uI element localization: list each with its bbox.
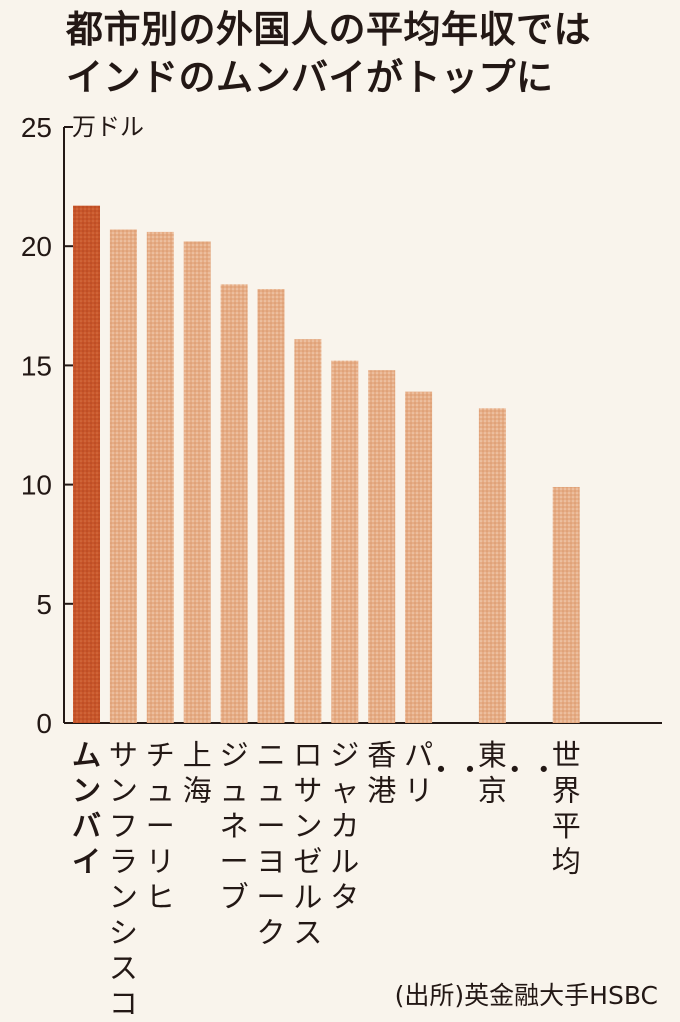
bar-8	[368, 370, 396, 723]
chart-title-line-1: 都市別の外国人の平均年収では	[66, 8, 591, 51]
category-label-3: 上海	[183, 738, 212, 808]
bar-5	[257, 289, 285, 723]
bar-6	[294, 339, 322, 723]
bar-9	[405, 391, 433, 723]
category-label-12: ・・	[500, 753, 558, 787]
category-label-10: ・・	[426, 753, 484, 787]
unit-label: 万ドル	[72, 113, 144, 141]
category-label-0: ムンバイ	[72, 738, 101, 879]
category-label-11: 東京	[478, 738, 507, 808]
category-label-8: 香港	[367, 738, 396, 808]
category-label-6: ロサンゼルス	[293, 738, 322, 950]
category-label-9: パリ	[404, 738, 433, 808]
bar-0	[73, 205, 100, 723]
y-tick-label: 0	[36, 708, 52, 739]
category-label-5: ニューヨーク	[256, 738, 285, 950]
bar-13	[552, 486, 580, 723]
category-label-1: サンフランシスコ	[109, 738, 138, 1021]
category-label-4: ジュネーブ	[220, 738, 249, 914]
category-label-2: チューリヒ	[146, 738, 175, 914]
chart-title-line-2: インドのムンバイがトップに	[66, 56, 554, 99]
bar-2	[146, 231, 174, 723]
source-note: (出所)英金融大手HSBC	[394, 981, 658, 1010]
bar-11	[478, 408, 506, 723]
y-tick-label: 5	[36, 589, 52, 620]
y-tick-label: 20	[21, 231, 52, 262]
bar-3	[183, 241, 211, 723]
bar-4	[220, 284, 248, 723]
category-label-7: ジャカルタ	[330, 738, 359, 914]
bar-7	[331, 360, 359, 723]
y-tick-label: 15	[21, 350, 52, 381]
chart-title: 都市別の外国人の平均年収では インドのムンバイがトップに	[66, 6, 666, 102]
y-tick-label: 25	[21, 112, 52, 143]
bar-1	[109, 229, 137, 723]
category-label-13: 世界平均	[552, 738, 581, 879]
y-tick-label: 10	[21, 470, 52, 501]
